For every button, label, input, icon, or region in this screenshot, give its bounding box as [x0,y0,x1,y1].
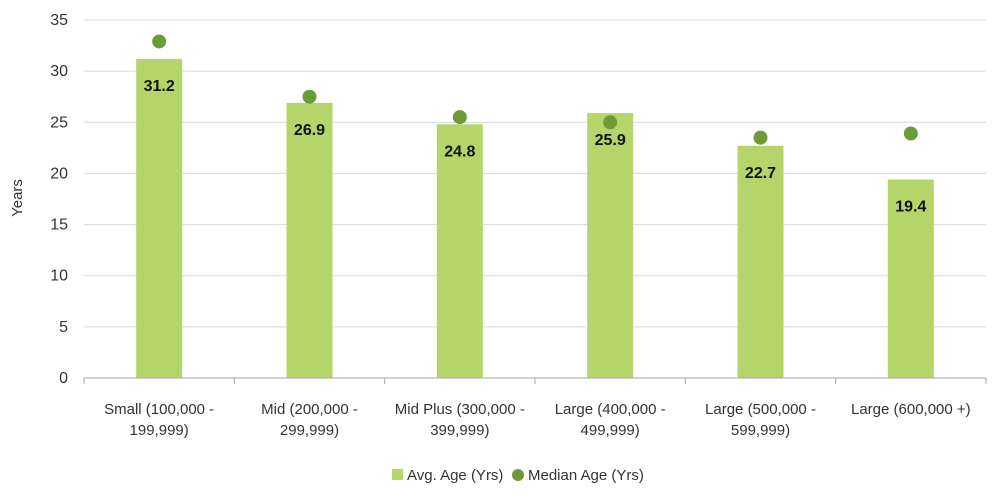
x-category-label: Large (600,000 +) [851,401,971,418]
y-axis-title: Years [9,179,26,217]
median-age-point [903,126,918,141]
bars [136,58,934,379]
avg-age-bar [436,124,483,379]
x-category-label: 299,999) [280,422,339,439]
median-age-point [302,89,317,104]
y-tick-label: 5 [59,319,68,336]
x-category-label: Mid Plus (300,000 - [395,401,525,418]
avg-age-bar [136,58,183,379]
legend-label-median: Median Age (Yrs) [528,467,644,484]
x-category-label: Small (100,000 - [104,401,214,418]
bar-data-label: 24.8 [444,143,475,160]
median-age-point [152,34,167,49]
avg-age-bar [286,102,333,378]
y-tick-label: 20 [50,165,68,182]
x-category-label: 199,999) [130,422,189,439]
median-points [152,34,918,145]
x-category-label: Mid (200,000 - [261,401,358,418]
gridlines [84,19,986,328]
avg-age-bar [887,179,934,378]
legend-swatch-avg [392,469,403,480]
median-age-point [452,110,467,125]
axes: 0 5 10 15 20 25 30 35 Small (100,000 - 199,999) Mi… [50,12,987,439]
bar-data-label: 25.9 [595,132,626,149]
y-tick-label: 25 [50,114,68,131]
median-age-point [753,130,768,145]
y-tick-label: 10 [50,268,68,285]
bar-data-label: 31.2 [144,78,175,95]
y-tick-label: 0 [59,370,68,387]
median-age-point [603,115,618,130]
y-tick-label: 30 [50,63,68,80]
x-category-label: 599,999) [731,422,790,439]
avg-age-bar [737,145,784,378]
bar-data-label: 19.4 [895,199,926,216]
x-category-label: Large (500,000 - [705,401,816,418]
x-category-label: 499,999) [581,422,640,439]
legend-label-avg: Avg. Age (Yrs) [407,467,503,484]
data-labels: 31.2 26.9 24.8 25.9 22.7 19.4 [144,78,927,216]
legend: Avg. Age (Yrs) Median Age (Yrs) [392,467,644,484]
x-category-label: Large (400,000 - [555,401,666,418]
legend-swatch-median [512,469,524,481]
bar-data-label: 22.7 [745,165,776,182]
x-category-label: 399,999) [430,422,489,439]
bar-data-label: 26.9 [294,122,325,139]
avg-age-bar [587,113,634,378]
y-tick-label: 15 [50,217,68,234]
y-tick-label: 35 [50,12,68,29]
